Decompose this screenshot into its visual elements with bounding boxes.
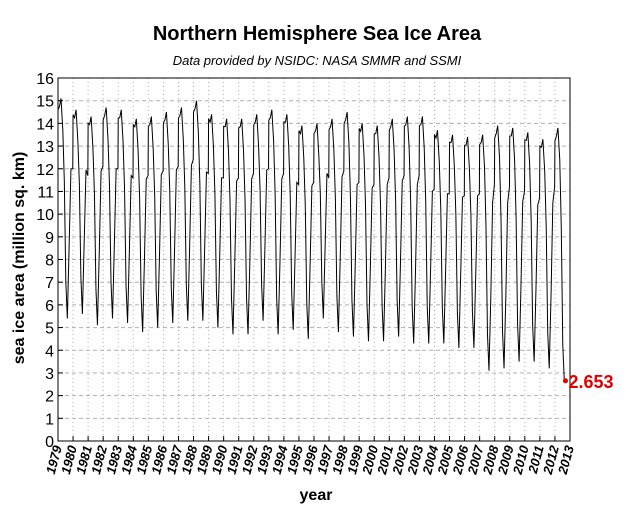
series-line [57,98,565,381]
y-tick-label: 8 [45,253,54,270]
x-tick-label: 1994 [269,443,291,476]
x-tick-label: 1979 [43,443,65,476]
x-tick-label: 1991 [224,444,246,476]
x-axis: 1979198019811982198319841985198619871988… [43,436,577,477]
x-tick-label: 1985 [133,443,155,476]
y-tick-label: 6 [45,298,54,315]
x-tick-label: 1983 [103,443,125,476]
y-tick-label: 1 [45,411,54,428]
x-tick-label: 1984 [118,443,140,476]
x-tick-label: 1987 [163,443,185,476]
x-tick-label: 1982 [88,443,110,476]
x-tick-label: 1981 [73,444,95,476]
x-axis-label: year [300,487,333,504]
x-tick-label: 2011 [525,444,547,476]
annotation-group: 2.653 [562,372,614,392]
x-tick-label: 1996 [299,443,321,476]
y-tick-label: 16 [36,71,54,88]
data-series [57,98,565,381]
x-tick-label: 1980 [58,443,80,476]
x-tick-label: 1995 [284,443,306,476]
x-tick-label: 2001 [374,444,396,477]
x-tick-label: 1999 [344,443,366,476]
x-tick-label: 1988 [178,443,200,476]
x-tick-label: 1993 [254,443,276,476]
y-tick-label: 10 [36,207,54,224]
x-tick-label: 1986 [148,443,170,476]
y-tick-label: 12 [36,162,54,179]
x-tick-label: 1997 [314,443,336,476]
y-tick-label: 15 [36,94,54,111]
y-tick-label: 5 [45,321,54,338]
y-tick-label: 14 [36,116,54,133]
chart-title: Northern Hemisphere Sea Ice Area [153,23,482,45]
y-tick-label: 9 [45,230,54,247]
y-tick-label: 2 [45,389,54,406]
y-tick-label: 0 [45,434,54,451]
x-tick-label: 1998 [329,443,351,476]
annotation-marker [562,378,568,384]
y-tick-label: 4 [45,343,54,360]
y-tick-label: 13 [36,139,54,156]
x-tick-label: 1990 [209,443,231,476]
annotation-label: 2.653 [568,372,613,392]
y-tick-label: 3 [45,366,54,383]
x-tick-label: 1992 [239,443,261,476]
x-tick-label: 1989 [194,443,216,476]
y-tick-label: 11 [37,184,54,201]
y-tick-label: 7 [45,275,54,292]
chart-subtitle: Data provided by NSIDC: NASA SMMR and SS… [173,53,462,68]
y-axis-label: sea ice area (million sq. km) [11,152,28,365]
